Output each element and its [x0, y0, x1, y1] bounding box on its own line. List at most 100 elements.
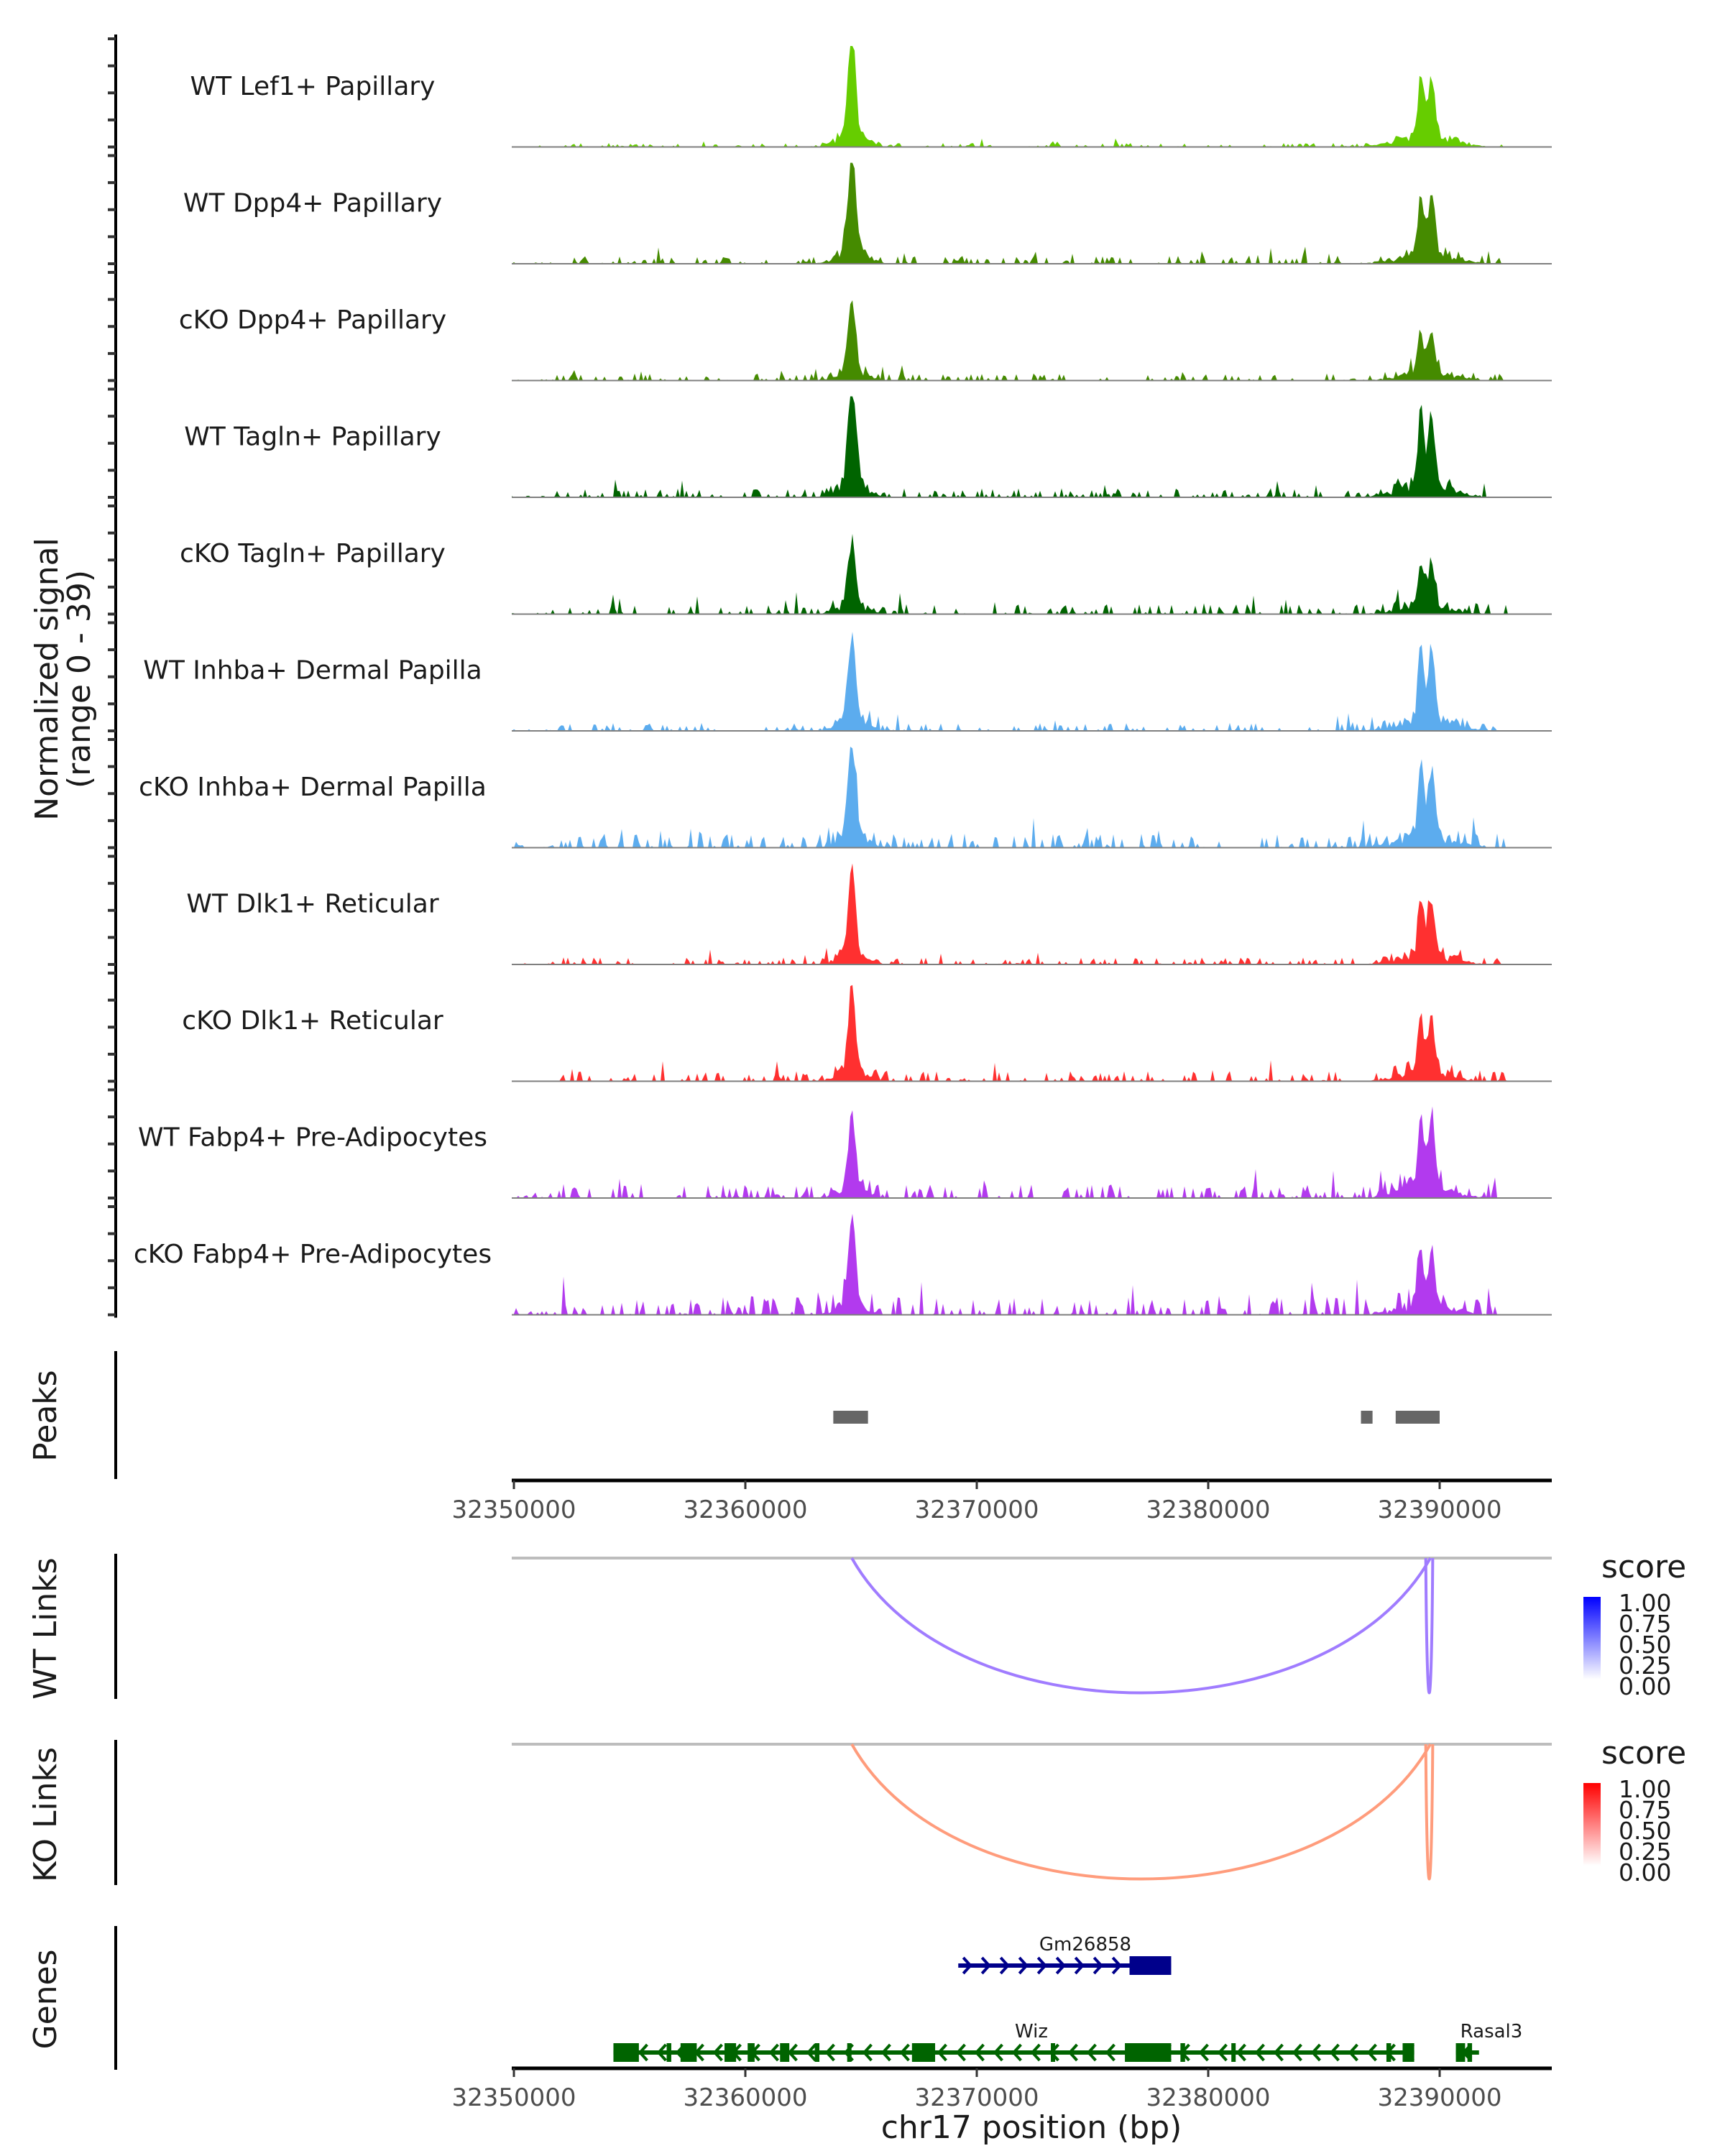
legend-tick-label: 0.75	[1619, 1610, 1671, 1638]
x-tick-label: 32380000	[1146, 1496, 1270, 1524]
track-label: WT Tagln+ Papillary	[184, 423, 441, 452]
coverage-track: cKO Fabp4+ Pre-Adipocytes	[134, 1214, 1552, 1316]
legend-colorbar	[1583, 1783, 1601, 1866]
strand-arrow-icon	[1111, 1956, 1122, 1975]
track-label: WT Lef1+ Papillary	[190, 72, 436, 101]
gene-exon	[1231, 2043, 1236, 2062]
legend-tick-label: 0.75	[1619, 1796, 1671, 1824]
track-label: WT Fabp4+ Pre-Adipocytes	[138, 1123, 487, 1153]
gene-exon	[780, 2043, 790, 2062]
strand-arrow-icon	[712, 2043, 723, 2062]
peak-region	[833, 1411, 868, 1424]
strand-arrow-icon	[824, 2043, 835, 2062]
strand-arrow-icon	[1348, 2043, 1358, 2062]
strand-arrow-icon	[1329, 2043, 1340, 2062]
x-tick-label: 32390000	[1377, 1496, 1501, 1524]
coverage-track: cKO Dlk1+ Reticular	[182, 985, 1552, 1082]
link-arc	[1424, 1557, 1435, 1695]
links-label: KO Links	[27, 1747, 64, 1882]
x-tick-label: 32360000	[683, 2083, 807, 2112]
legend-title: score	[1601, 1735, 1686, 1772]
x-tick-label: 32370000	[914, 2083, 1039, 2112]
gene-model: Wiz	[613, 2021, 1414, 2062]
coverage-track: cKO Tagln+ Papillary	[180, 533, 1552, 615]
gene-name-label: Wiz	[1015, 2021, 1048, 2042]
track-label: WT Dpp4+ Papillary	[183, 189, 442, 218]
gene-exon	[1455, 2043, 1466, 2062]
x-tick-label: 32350000	[451, 1496, 576, 1524]
strand-arrow-icon	[999, 1956, 1010, 1975]
track-label: cKO Inhba+ Dermal Papilla	[139, 773, 487, 802]
coverage-tracks: WT Lef1+ Papillary WT Dpp4+ Papillary cKO …	[134, 46, 1552, 1316]
coverage-track: WT Dpp4+ Papillary	[183, 162, 1552, 264]
x-tick-label: 32350000	[451, 2083, 576, 2112]
link-arc	[1424, 1743, 1435, 1881]
coverage-y-axis-range: (range 0 - 39)	[61, 570, 98, 788]
x-tick-label: 32390000	[1377, 2083, 1501, 2112]
strand-arrow-icon	[862, 2043, 873, 2062]
strand-arrow-icon	[1074, 1956, 1085, 1975]
gene-exon	[1402, 2043, 1414, 2062]
peak-regions	[833, 1411, 1440, 1424]
coverage-area	[512, 46, 1552, 147]
strand-arrow-icon	[962, 1956, 972, 1975]
strand-arrow-icon	[1273, 2043, 1284, 2062]
strand-arrow-icon	[1198, 2043, 1209, 2062]
gene-name-label: Rasal3	[1460, 2021, 1523, 2042]
x-tick-label: 32360000	[683, 1496, 807, 1524]
strand-arrow-icon	[1310, 2043, 1321, 2062]
legend-tick-label: 0.25	[1619, 1838, 1671, 1866]
gene-exon	[748, 2043, 755, 2062]
strand-arrow-icon	[768, 2043, 779, 2062]
coverage-y-axis-title: Normalized signal	[29, 538, 65, 821]
gene-models: Gm26858 Wiz Rasal3	[613, 1934, 1522, 2062]
link-arc	[850, 1743, 1432, 1881]
strand-arrow-icon	[1030, 2043, 1041, 2062]
link-arc	[850, 1557, 1432, 1695]
x-tick-label: 32380000	[1146, 2083, 1270, 2112]
coverage-area	[512, 863, 1552, 964]
gene-name-label: Gm26858	[1039, 1934, 1131, 1955]
gene-model: Rasal3	[1455, 2021, 1523, 2062]
strand-arrow-icon	[787, 2043, 798, 2062]
gene-exon	[1386, 2043, 1392, 2062]
gene-exon	[847, 2043, 852, 2062]
strand-arrow-icon	[937, 2043, 947, 2062]
coverage-area	[512, 533, 1552, 614]
legend-tick-label: 0.00	[1619, 1672, 1671, 1700]
coverage-y-axis	[108, 34, 117, 1318]
strand-arrow-icon	[1105, 2043, 1116, 2062]
peaks-label: Peaks	[27, 1370, 64, 1461]
strand-arrow-icon	[880, 2043, 891, 2062]
coverage-track: WT Lef1+ Papillary	[190, 46, 1552, 148]
x-axis-title: chr17 position (bp)	[881, 2109, 1182, 2146]
gene-exon	[814, 2043, 820, 2062]
coverage-area	[512, 747, 1552, 848]
legend-tick-label: 0.50	[1619, 1631, 1671, 1659]
strand-arrow-icon	[1292, 2043, 1302, 2062]
x-tick-label: 32370000	[914, 1496, 1039, 1524]
coverage-area	[512, 1106, 1552, 1198]
strand-arrow-icon	[1086, 2043, 1097, 2062]
strand-arrow-icon	[1011, 2043, 1022, 2062]
strand-arrow-icon	[638, 2043, 648, 2062]
x-axis-top: 32350000 32360000 32370000 32380000 32390000	[451, 1478, 1552, 1524]
strand-arrow-icon	[974, 2043, 985, 2062]
coverage-track: cKO Dpp4+ Papillary	[179, 300, 1552, 382]
strand-arrow-icon	[656, 2043, 667, 2062]
gene-exon	[680, 2043, 697, 2062]
coverage-area	[512, 1214, 1552, 1315]
coverage-track: WT Dlk1+ Reticular	[186, 863, 1552, 965]
track-label: WT Dlk1+ Reticular	[186, 890, 438, 919]
gene-exon	[1125, 2043, 1172, 2062]
strand-arrow-icon	[1366, 2043, 1377, 2062]
gene-exon	[1180, 2043, 1185, 2062]
coverage-track: cKO Inhba+ Dermal Papilla	[139, 747, 1552, 849]
legend-tick-label: 0.50	[1619, 1817, 1671, 1845]
links-label: WT Links	[27, 1557, 64, 1699]
gene-exon	[1051, 2043, 1056, 2062]
strand-arrow-icon	[1018, 1956, 1029, 1975]
legend-title: score	[1601, 1549, 1686, 1585]
